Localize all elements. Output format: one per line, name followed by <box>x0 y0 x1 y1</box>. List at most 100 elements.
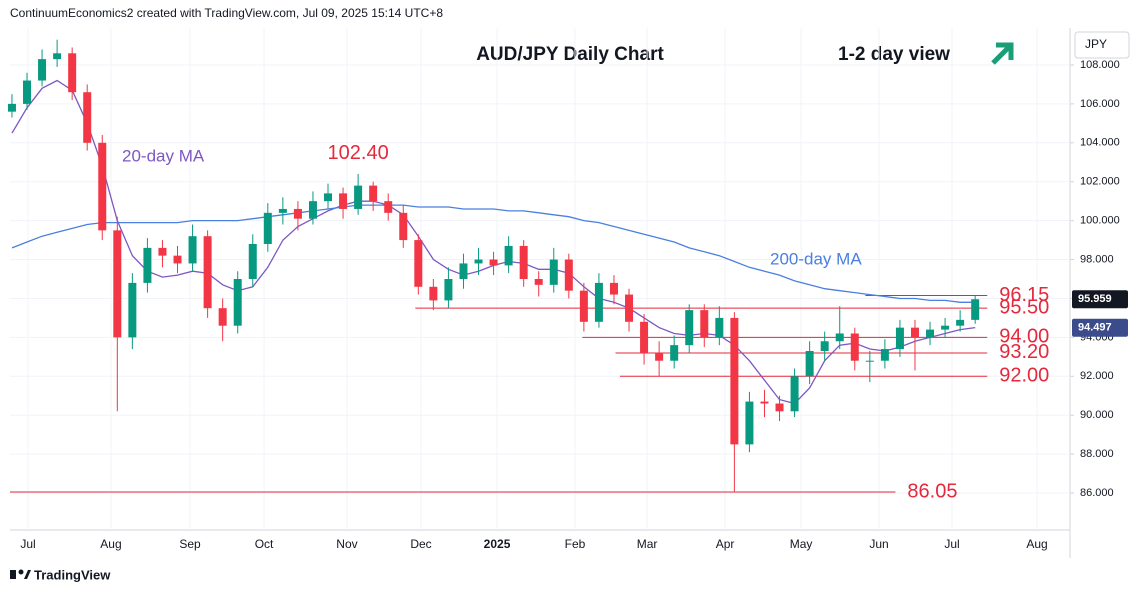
candle-body <box>308 201 317 219</box>
candle-body <box>519 245 528 279</box>
x-tick-label: Feb <box>565 537 586 551</box>
candle-body <box>880 349 889 361</box>
header: ContinuumEconomics2 created with Trading… <box>10 6 443 20</box>
y-tick-label: 104.000 <box>1080 137 1120 149</box>
candle-body <box>263 212 272 244</box>
candle-body <box>324 193 333 202</box>
x-tick-label: Sep <box>179 537 201 551</box>
level-label: 92.00 <box>999 365 1049 387</box>
candle-body <box>459 263 468 279</box>
currency-box[interactable] <box>1074 31 1130 59</box>
candle-body <box>68 53 77 93</box>
level-label: 93.20 <box>999 341 1049 363</box>
candle-body <box>399 212 408 241</box>
ma20-price-tag <box>1072 318 1128 337</box>
candle-body <box>941 325 950 330</box>
candle-body <box>444 279 453 301</box>
x-tick-label: Jun <box>869 537 888 551</box>
x-tick-label: Jul <box>20 537 35 551</box>
candle-body <box>414 240 423 287</box>
candle-body <box>564 259 573 291</box>
candle-body <box>188 236 197 264</box>
candle-body <box>489 259 498 266</box>
candle-body <box>956 319 965 326</box>
candle-body <box>203 236 212 309</box>
candle-body <box>835 333 844 342</box>
ma20-label: 20-day MA <box>122 146 205 165</box>
y-tick-label: 98.000 <box>1080 253 1114 265</box>
candle-body <box>474 259 483 264</box>
candle-body <box>23 80 32 104</box>
candle-body <box>640 321 649 353</box>
candle-body <box>670 345 679 361</box>
candle-body <box>609 282 618 295</box>
candle-body <box>218 308 227 326</box>
candle-body <box>820 341 829 351</box>
candle-body <box>760 401 769 404</box>
candle-body <box>173 255 182 264</box>
logo <box>10 569 31 579</box>
x-tick-label: Aug <box>100 537 121 551</box>
candle-body <box>158 247 167 256</box>
level-label: 86.05 <box>907 480 957 502</box>
candle-body <box>895 327 904 350</box>
candle-body <box>910 327 919 338</box>
subtitle: 1-2 day view <box>838 44 950 65</box>
candle-body <box>384 201 393 213</box>
y-tick-label: 108.000 <box>1080 59 1120 71</box>
y-tick-label: 88.000 <box>1080 448 1114 460</box>
candle-body <box>865 360 874 362</box>
candle-body <box>354 185 363 209</box>
level-label: 95.50 <box>999 296 1049 318</box>
level-label: 94.00 <box>999 326 1049 348</box>
candle-body <box>685 310 694 346</box>
candle-body <box>113 230 122 338</box>
candle-body <box>143 247 152 283</box>
y-tick-label: 100.000 <box>1080 215 1120 227</box>
candle-body <box>429 286 438 301</box>
candle-body <box>700 310 709 338</box>
x-tick-label: Apr <box>716 537 735 551</box>
x-tick-label: 2025 <box>484 537 511 551</box>
candle-body <box>594 282 603 322</box>
last-price-tag <box>1072 290 1128 309</box>
x-tick-label: May <box>790 537 813 551</box>
candle-body <box>790 376 799 412</box>
candle-body <box>625 294 634 322</box>
y-tick-label: 106.000 <box>1080 98 1120 110</box>
candle-body <box>53 53 62 60</box>
view-arrow <box>991 42 1014 65</box>
candle-body <box>805 350 814 377</box>
candle-body <box>775 403 784 412</box>
x-tick-label: Mar <box>637 537 658 551</box>
x-tick-label: Aug <box>1026 537 1047 551</box>
candle-body <box>38 59 47 81</box>
candle-body <box>7 103 16 112</box>
y-tick-label: 102.000 <box>1080 176 1120 188</box>
candle-body <box>293 208 302 219</box>
candle-body <box>83 92 92 143</box>
chart-title: AUD/JPY Daily Chart <box>476 44 664 65</box>
candle-body <box>278 208 287 213</box>
footer: TradingView <box>34 567 111 582</box>
candle-body <box>745 401 754 445</box>
candle-body <box>926 329 935 338</box>
ma20-price: 94.497 <box>1078 322 1112 334</box>
candle-body <box>579 290 588 322</box>
candle-body <box>655 352 664 361</box>
candle-body <box>248 243 257 279</box>
candle-body <box>534 279 543 285</box>
peak-label: 102.40 <box>328 142 389 164</box>
candle-body <box>850 333 859 361</box>
level-label: 96.15 <box>999 284 1049 306</box>
candle-body <box>715 317 724 338</box>
x-tick-label: Nov <box>336 537 357 551</box>
moving-average-line <box>11 204 976 303</box>
last-price: 95.959 <box>1078 293 1112 305</box>
y-tick-label: 86.000 <box>1080 487 1114 499</box>
candle-body <box>98 142 107 231</box>
candle-body <box>971 299 980 320</box>
currency: JPY <box>1085 37 1107 51</box>
candle-body <box>369 185 378 202</box>
